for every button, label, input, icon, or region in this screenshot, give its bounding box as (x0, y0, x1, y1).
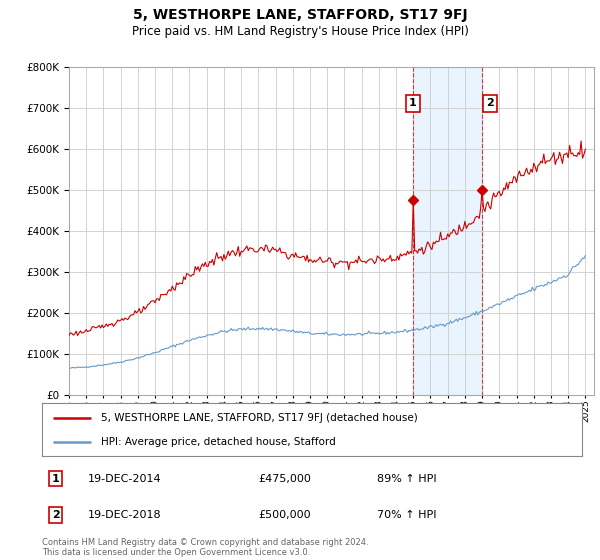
Bar (413, 67, 482, 395)
Text: £475,000: £475,000 (258, 474, 311, 484)
Text: HPI: Average price, detached house, Stafford: HPI: Average price, detached house, Staf… (101, 437, 336, 447)
Text: 70% ↑ HPI: 70% ↑ HPI (377, 510, 436, 520)
Text: 1: 1 (52, 474, 59, 484)
Text: 5, WESTHORPE LANE, STAFFORD, ST17 9FJ: 5, WESTHORPE LANE, STAFFORD, ST17 9FJ (133, 8, 467, 22)
Text: 2: 2 (487, 98, 494, 108)
Text: £500,000: £500,000 (258, 510, 311, 520)
Text: 89% ↑ HPI: 89% ↑ HPI (377, 474, 436, 484)
Text: 19-DEC-2018: 19-DEC-2018 (88, 510, 161, 520)
Text: 1: 1 (409, 98, 416, 108)
Text: 2: 2 (52, 510, 59, 520)
Text: 19-DEC-2014: 19-DEC-2014 (88, 474, 161, 484)
Text: Contains HM Land Registry data © Crown copyright and database right 2024.
This d: Contains HM Land Registry data © Crown c… (42, 538, 368, 557)
Text: 5, WESTHORPE LANE, STAFFORD, ST17 9FJ (detached house): 5, WESTHORPE LANE, STAFFORD, ST17 9FJ (d… (101, 413, 418, 423)
Text: Price paid vs. HM Land Registry's House Price Index (HPI): Price paid vs. HM Land Registry's House … (131, 25, 469, 38)
